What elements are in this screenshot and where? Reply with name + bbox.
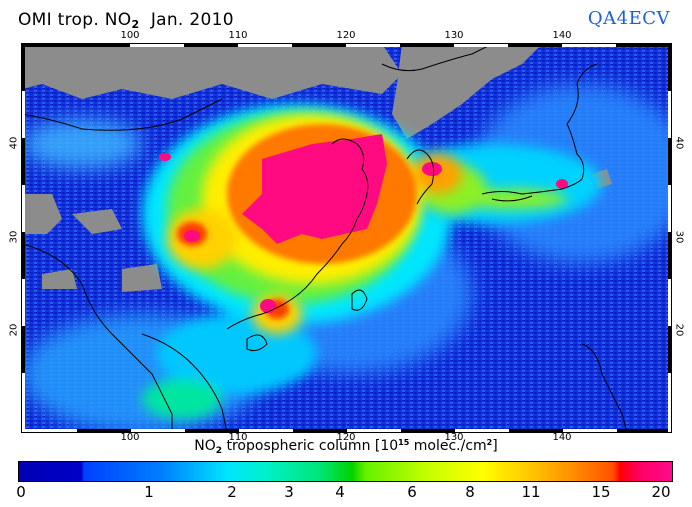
lon-tick-label: 120 — [336, 30, 356, 41]
colorbar-title-subscript: 2 — [215, 446, 223, 456]
lat-tick-label: 30 — [8, 230, 20, 244]
map-title: OMI trop. NO2 Jan. 2010 — [18, 10, 234, 31]
lat-tick-label: 40 — [673, 136, 685, 150]
lon-tick-label: 100 — [120, 30, 140, 41]
colorbar-tick-label: 1 — [144, 483, 154, 501]
colorbar — [18, 461, 673, 482]
colorbar-tick-label: 8 — [465, 483, 475, 501]
no2-map — [21, 43, 672, 433]
lat-tick-label: 20 — [673, 323, 685, 337]
colorbar-title: NO2 tropospheric column [1015 molec./cm2… — [194, 438, 497, 456]
title-subscript: 2 — [131, 18, 140, 31]
coastlines — [22, 44, 628, 432]
lon-tick-label: 100 — [120, 432, 140, 443]
colorbar-title-mid: tropospheric column [10 — [222, 438, 399, 454]
colorbar-title-end: ] — [492, 438, 498, 454]
lon-tick-label: 140 — [552, 30, 572, 41]
colorbar-tick-label: 3 — [284, 483, 294, 501]
lon-tick-label: 110 — [228, 30, 248, 41]
colorbar-tick-label: 20 — [651, 483, 671, 501]
title-date: Jan. 2010 — [139, 10, 234, 30]
brand-logo: QA4ECV — [587, 8, 670, 29]
colorbar-title-text: NO — [194, 438, 216, 454]
lat-tick-label: 30 — [673, 230, 685, 244]
colorbar-tick-label: 2 — [227, 483, 237, 501]
title-text: OMI trop. NO — [18, 10, 132, 30]
colorbar-title-unit: molec./cm — [409, 438, 487, 454]
lat-tick-label: 20 — [8, 323, 20, 337]
lat-tick-label: 40 — [8, 136, 20, 150]
high-no2-hotspots — [159, 134, 568, 313]
colorbar-tick-label: 4 — [335, 483, 345, 501]
colorbar-tick-label: 11 — [521, 483, 541, 501]
lon-tick-label: 130 — [444, 432, 464, 443]
lon-tick-label: 130 — [444, 30, 464, 41]
map-canvas — [22, 44, 671, 432]
lon-tick-label: 120 — [336, 432, 356, 443]
colorbar-title-unit-exponent: 2 — [486, 438, 493, 447]
colorbar-title-exponent: 15 — [398, 438, 410, 447]
missing-data-areas — [22, 44, 612, 292]
colorbar-tick-label: 6 — [407, 483, 417, 501]
colorbar-tick-label: 0 — [16, 483, 26, 501]
colorbar-tick-label: 15 — [591, 483, 611, 501]
lon-tick-label: 110 — [228, 432, 248, 443]
lon-tick-label: 140 — [552, 432, 572, 443]
